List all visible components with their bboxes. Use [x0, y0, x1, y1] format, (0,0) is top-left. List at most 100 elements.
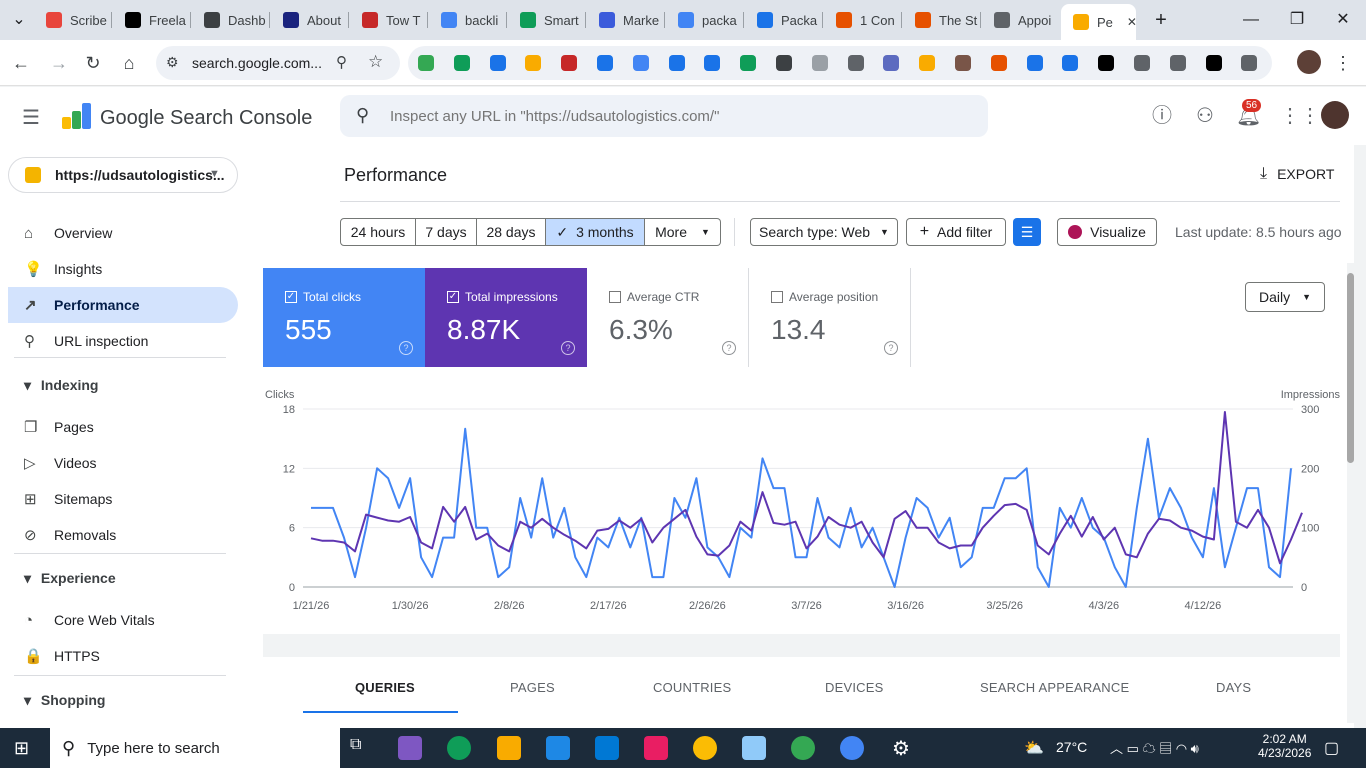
notification-center-icon[interactable]: ▢ — [1324, 740, 1340, 757]
extension-icon[interactable] — [489, 55, 506, 71]
metric-checkbox[interactable]: ✓ — [447, 291, 459, 303]
browser-tab[interactable]: Pe ✕ — [1061, 4, 1136, 40]
chrome-profile2-icon[interactable] — [840, 736, 864, 760]
extension-icon[interactable] — [919, 55, 936, 71]
extension-icon[interactable] — [776, 55, 792, 71]
maximize-button[interactable]: ❐ — [1289, 11, 1305, 28]
extension-icon[interactable] — [1098, 55, 1115, 71]
sidebar-section-indexing[interactable]: ▾ Indexing — [24, 377, 98, 394]
store-icon[interactable] — [546, 736, 570, 760]
metric-checkbox[interactable] — [609, 291, 621, 303]
extension-icon[interactable] — [418, 55, 434, 71]
help-question-icon[interactable]: ? — [722, 341, 736, 355]
notepad-icon[interactable] — [742, 736, 766, 760]
browser-tab[interactable]: Scribe — [34, 6, 109, 34]
manage-users-icon[interactable]: ⚇ — [1196, 105, 1214, 127]
tab-pages[interactable]: PAGES — [510, 680, 555, 695]
clock[interactable]: 2:02 AM 4/23/2026 — [1258, 732, 1312, 760]
browser-tab[interactable]: About — [271, 6, 346, 34]
browser-menu-icon[interactable]: ⋮ — [1334, 53, 1352, 73]
sidebar-section-experience[interactable]: ▾ Experience — [24, 570, 116, 587]
task-view-icon[interactable]: ⧉ — [350, 736, 362, 753]
metric-checkbox[interactable]: ✓ — [285, 291, 297, 303]
metric-card-average-position[interactable]: Average position 13.4? — [749, 268, 911, 367]
sidebar-item-performance[interactable]: ↗ Performance — [8, 287, 238, 323]
browser-tab[interactable]: Freela — [113, 6, 188, 34]
forward-button[interactable]: → — [50, 53, 68, 73]
extension-icon[interactable] — [740, 55, 757, 71]
system-tray-icons[interactable]: ︿ ▭ ☁ ▤ ◠ 🔊︎ — [1110, 741, 1199, 756]
scrollbar-track[interactable] — [1347, 263, 1354, 723]
windows-start-icon[interactable]: ⊞ — [14, 738, 30, 758]
browser-tab[interactable]: The St — [903, 6, 978, 34]
help-question-icon[interactable]: ? — [884, 341, 898, 355]
apps-grid-icon[interactable]: ⋮⋮ — [1280, 105, 1320, 127]
browser-tab[interactable]: Appoi — [982, 6, 1057, 34]
taskbar-search[interactable]: ⚲ Type here to search — [50, 728, 340, 768]
property-selector[interactable]: https://udsautologistics... ▼ — [8, 157, 238, 193]
extension-icon[interactable] — [453, 55, 470, 71]
tab-devices[interactable]: DEVICES — [825, 680, 884, 695]
extension-icon[interactable] — [632, 55, 649, 71]
copilot-icon[interactable] — [398, 736, 422, 760]
close-tab-icon[interactable]: ✕ — [1126, 15, 1136, 29]
date-range-chip[interactable]: 24 hours — [340, 218, 416, 246]
sidebar-item-core-web-vitals[interactable]: ◔ Core Web Vitals — [8, 602, 238, 638]
zoom-icon[interactable]: ⚲ — [336, 54, 347, 71]
extension-icon[interactable] — [1062, 55, 1079, 71]
sidebar-item-url-inspection[interactable]: ⚲ URL inspection — [8, 323, 238, 359]
help-icon[interactable]: ⓘ — [1152, 105, 1172, 127]
date-range-chip[interactable]: 7 days — [416, 218, 477, 246]
site-info-icon[interactable]: ⚙ — [166, 54, 179, 70]
extension-icon[interactable] — [811, 55, 828, 71]
tab-search-button[interactable]: ⌄ — [12, 11, 26, 28]
visualize-button[interactable]: Visualize — [1057, 218, 1157, 246]
tab-countries[interactable]: COUNTRIES — [653, 680, 732, 695]
browser-tab[interactable]: packa — [666, 6, 741, 34]
browser-tab[interactable]: 1 Con — [824, 6, 899, 34]
extension-icon[interactable] — [1134, 55, 1150, 71]
outlook-icon[interactable] — [595, 736, 619, 760]
export-button[interactable]: ⤓ EXPORT — [1260, 165, 1334, 183]
date-range-chip[interactable]: More ▼ — [645, 218, 721, 246]
profile-avatar[interactable] — [1297, 50, 1321, 74]
browser-tab[interactable]: Packa — [745, 6, 820, 34]
account-avatar[interactable] — [1321, 101, 1349, 129]
tab-search-appearance[interactable]: SEARCH APPEARANCE — [980, 680, 1130, 695]
extension-icon[interactable] — [597, 55, 613, 71]
slack-icon[interactable] — [644, 736, 668, 760]
extension-icon[interactable] — [883, 55, 900, 71]
extension-icon[interactable] — [1026, 55, 1043, 71]
extension-icon[interactable] — [704, 55, 721, 71]
bookmark-star-icon[interactable]: ☆ — [368, 52, 384, 71]
home-button[interactable]: ⌂ — [123, 53, 135, 73]
browser-tab[interactable]: Marke — [587, 6, 662, 34]
sidebar-item-videos[interactable]: ▷ Videos — [8, 445, 238, 481]
sidebar-item-insights[interactable]: 💡 Insights — [8, 251, 238, 287]
add-filter-button[interactable]: + Add filter — [906, 218, 1006, 246]
sidebar-item-sitemaps[interactable]: ⊞ Sitemaps — [8, 481, 238, 517]
url-inspection-search[interactable]: ⚲ — [340, 95, 988, 137]
metric-card-total-impressions[interactable]: ✓ Total impressions 8.87K? — [425, 268, 587, 367]
sidebar-item-pages[interactable]: ❐ Pages — [8, 409, 238, 445]
close-window-button[interactable]: ✕ — [1336, 11, 1350, 28]
chrome-profile-icon[interactable] — [791, 736, 815, 760]
search-type-filter[interactable]: Search type: Web ▼ — [750, 218, 898, 246]
minimize-button[interactable]: — — [1243, 11, 1259, 28]
edge-icon[interactable] — [447, 736, 471, 760]
sidebar-item-overview[interactable]: ⌂ Overview — [8, 215, 238, 251]
metric-card-total-clicks[interactable]: ✓ Total clicks 555? — [263, 268, 425, 367]
file-explorer-icon[interactable] — [497, 736, 521, 760]
extension-icon[interactable] — [668, 55, 685, 71]
metric-checkbox[interactable] — [771, 291, 783, 303]
browser-tab[interactable]: Smart — [508, 6, 583, 34]
browser-tab[interactable]: backli — [429, 6, 504, 34]
search-input[interactable] — [390, 95, 970, 137]
help-question-icon[interactable]: ? — [561, 341, 575, 355]
chrome-icon[interactable] — [693, 736, 717, 760]
extension-icon[interactable] — [1241, 55, 1258, 71]
extension-icon[interactable] — [847, 55, 864, 71]
sidebar-item-removals[interactable]: ⊘ Removals — [8, 517, 238, 553]
tab-queries[interactable]: QUERIES — [355, 680, 415, 695]
settings-gear-icon[interactable]: ⚙ — [892, 738, 910, 760]
